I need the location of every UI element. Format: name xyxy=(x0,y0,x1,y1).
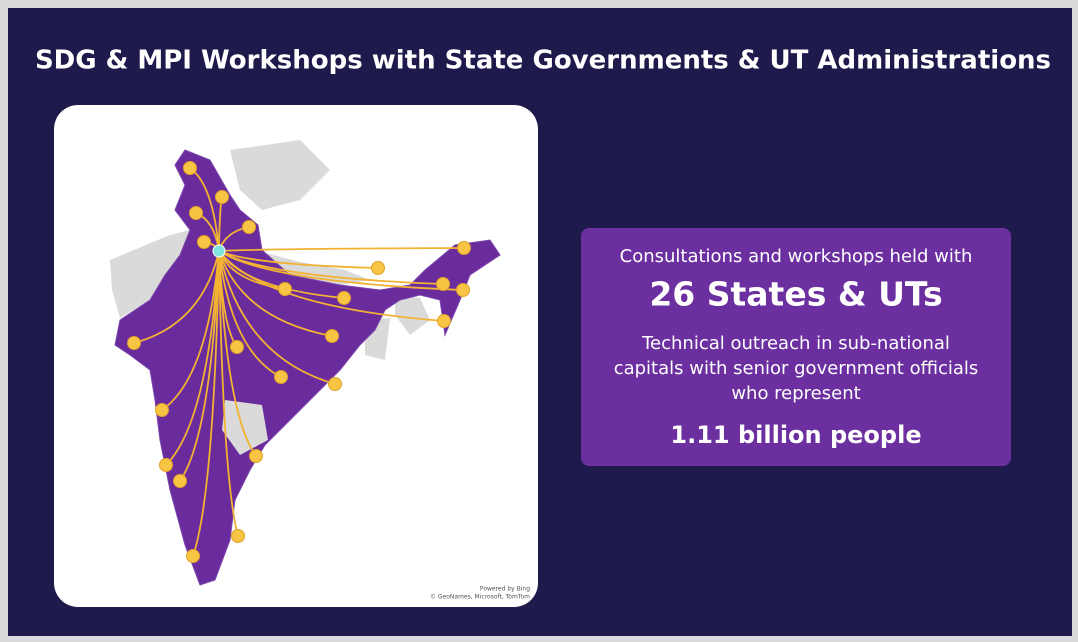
route xyxy=(218,250,379,269)
route xyxy=(161,250,220,411)
capital-marker xyxy=(457,241,471,255)
capital-marker xyxy=(337,291,351,305)
panel-body: capitals with senior government official… xyxy=(614,358,979,379)
hub-marker xyxy=(212,244,226,258)
route xyxy=(218,247,465,252)
neighbor-region xyxy=(395,295,430,335)
capital-marker xyxy=(436,277,450,291)
capital-marker xyxy=(173,474,187,488)
panel-body: who represent xyxy=(731,383,860,404)
route xyxy=(179,250,220,482)
capital-marker xyxy=(437,314,451,328)
capital-marker xyxy=(183,161,197,175)
panel-stat: 1.11 billion people xyxy=(670,421,921,449)
capital-marker xyxy=(186,549,200,563)
neighbor-region xyxy=(262,252,370,285)
routes xyxy=(133,167,465,557)
neighbor-region xyxy=(222,400,268,455)
capital-marker xyxy=(278,282,292,296)
route xyxy=(192,250,220,557)
route xyxy=(218,250,333,337)
map xyxy=(110,140,501,586)
capital-marker xyxy=(249,449,263,463)
capital-markers xyxy=(127,161,471,563)
capital-marker xyxy=(127,336,141,350)
capital-marker xyxy=(325,329,339,343)
capital-marker xyxy=(215,190,229,204)
capital-marker xyxy=(197,235,211,249)
route xyxy=(218,250,282,378)
capital-marker xyxy=(159,458,173,472)
route xyxy=(133,250,220,344)
capital-marker xyxy=(189,206,203,220)
capital-marker xyxy=(231,529,245,543)
route xyxy=(218,250,336,385)
route xyxy=(165,250,220,466)
capital-marker xyxy=(242,220,256,234)
route xyxy=(218,250,445,322)
neighbor-region xyxy=(230,140,330,210)
map-credit: © GeoNames, Microsoft, TomTom xyxy=(430,594,530,601)
info-panel xyxy=(581,228,1011,466)
capital-marker xyxy=(456,283,470,297)
panel-highlight: 26 States & UTs xyxy=(649,275,942,314)
neighbor-region xyxy=(110,230,190,318)
capital-marker xyxy=(230,340,244,354)
route xyxy=(218,250,239,537)
panel-body: Technical outreach in sub-national xyxy=(641,333,950,354)
capital-marker xyxy=(155,403,169,417)
title: SDG & MPI Workshops with State Governmen… xyxy=(35,46,1051,76)
panel-lead: Consultations and workshops held with xyxy=(620,246,973,267)
map-credit: Powered by Bing xyxy=(480,586,530,593)
route xyxy=(218,250,464,291)
capital-marker xyxy=(274,370,288,384)
capital-marker xyxy=(328,377,342,391)
capital-marker xyxy=(371,261,385,275)
route xyxy=(218,250,257,457)
